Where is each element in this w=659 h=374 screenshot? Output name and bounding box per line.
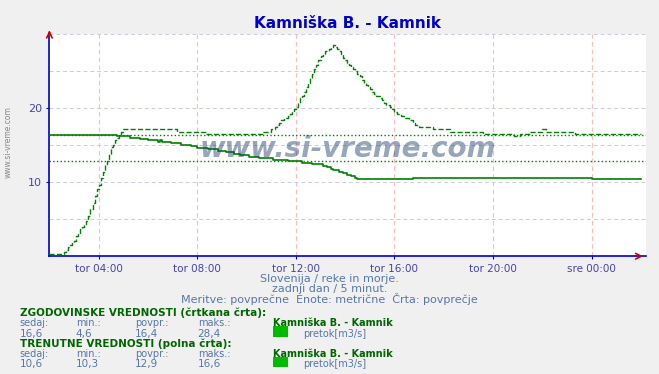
Text: 28,4: 28,4 (198, 329, 221, 338)
Text: povpr.:: povpr.: (135, 349, 169, 359)
Text: povpr.:: povpr.: (135, 318, 169, 328)
Text: min.:: min.: (76, 318, 101, 328)
Text: min.:: min.: (76, 349, 101, 359)
Text: maks.:: maks.: (198, 318, 230, 328)
Text: Kamniška B. - Kamnik: Kamniška B. - Kamnik (273, 349, 393, 359)
Text: pretok[m3/s]: pretok[m3/s] (303, 329, 366, 338)
Text: 12,9: 12,9 (135, 359, 158, 369)
Text: 16,6: 16,6 (20, 329, 43, 338)
Text: sedaj:: sedaj: (20, 349, 49, 359)
Text: maks.:: maks.: (198, 349, 230, 359)
Text: Kamniška B. - Kamnik: Kamniška B. - Kamnik (273, 318, 393, 328)
Text: ZGODOVINSKE VREDNOSTI (črtkana črta):: ZGODOVINSKE VREDNOSTI (črtkana črta): (20, 307, 266, 318)
Text: www.si-vreme.com: www.si-vreme.com (200, 135, 496, 163)
Text: Slovenija / reke in morje.: Slovenija / reke in morje. (260, 275, 399, 284)
Text: 10,3: 10,3 (76, 359, 99, 369)
Text: 16,6: 16,6 (198, 359, 221, 369)
Text: TRENUTNE VREDNOSTI (polna črta):: TRENUTNE VREDNOSTI (polna črta): (20, 338, 231, 349)
Text: sedaj:: sedaj: (20, 318, 49, 328)
Text: Meritve: povprečne  Enote: metrične  Črta: povprečje: Meritve: povprečne Enote: metrične Črta:… (181, 292, 478, 304)
Text: zadnji dan / 5 minut.: zadnji dan / 5 minut. (272, 285, 387, 294)
Title: Kamniška B. - Kamnik: Kamniška B. - Kamnik (254, 16, 441, 31)
Text: pretok[m3/s]: pretok[m3/s] (303, 359, 366, 369)
Text: 4,6: 4,6 (76, 329, 92, 338)
Text: 16,4: 16,4 (135, 329, 158, 338)
Text: 10,6: 10,6 (20, 359, 43, 369)
Text: www.si-vreme.com: www.si-vreme.com (3, 106, 13, 178)
